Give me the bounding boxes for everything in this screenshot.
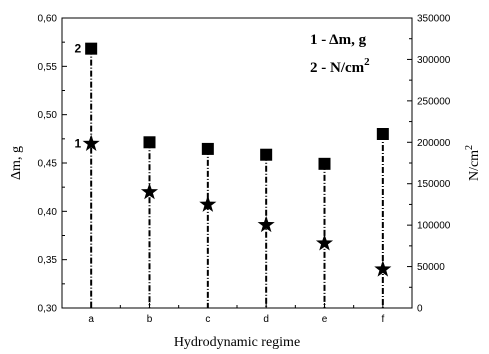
left-tick-label: 0,30 <box>38 304 58 315</box>
x-tick-label: c <box>205 314 210 325</box>
x-tick-label: a <box>88 314 94 325</box>
left-tick-label: 0,50 <box>38 110 58 121</box>
x-tick-label: d <box>263 314 269 325</box>
star-marker <box>257 215 275 233</box>
right-tick-label: 300000 <box>417 55 451 66</box>
x-tick-label: e <box>322 314 328 325</box>
legend-entry-2: 2 - N/cm2 <box>310 56 370 76</box>
right-tick-label: 150000 <box>417 179 451 190</box>
right-tick-label: 0 <box>417 304 423 315</box>
right-tick-label: 250000 <box>417 96 451 107</box>
labels: Hydrodynamic regime Δm, g N/cm2 2 1 1 - Δm, g… <box>9 32 482 350</box>
star-marker <box>199 195 217 212</box>
point-label: 1 <box>74 137 81 151</box>
x-tick-label: b <box>147 314 153 325</box>
left-axis-title: Δm, g <box>9 146 24 180</box>
left-tick-label: 0,35 <box>38 255 58 266</box>
right-tick-label: 100000 <box>417 221 451 232</box>
left-tick-label: 0,40 <box>38 207 58 218</box>
right-axis-title: N/cm2 <box>464 145 482 181</box>
star-marker <box>140 183 159 200</box>
markers <box>82 42 392 277</box>
drop-lines <box>90 48 384 308</box>
right-tick-label: 200000 <box>417 138 451 149</box>
x-axis-title: Hydrodynamic regime <box>174 335 300 350</box>
axes: 0,30 0,35 0,40 0,45 0,50 0,55 0,60 0 50000 100000… <box>38 14 451 326</box>
square-marker <box>85 42 98 55</box>
left-tick-label: 0,60 <box>38 14 58 25</box>
left-tick-label: 0,45 <box>38 159 58 170</box>
square-marker <box>376 128 389 140</box>
legend-entry-1: 1 - Δm, g <box>310 32 367 48</box>
left-tick-label: 0,55 <box>38 62 58 73</box>
square-marker <box>201 142 214 155</box>
square-marker <box>260 148 273 161</box>
star-marker <box>82 134 100 151</box>
square-marker <box>318 157 331 170</box>
star-marker <box>315 234 334 251</box>
x-tick-label: f <box>381 314 384 325</box>
right-tick-label: 50000 <box>417 262 445 273</box>
point-label: 2 <box>74 42 81 56</box>
right-tick-label: 350000 <box>417 14 451 25</box>
square-marker <box>143 136 156 149</box>
star-marker <box>374 260 392 277</box>
